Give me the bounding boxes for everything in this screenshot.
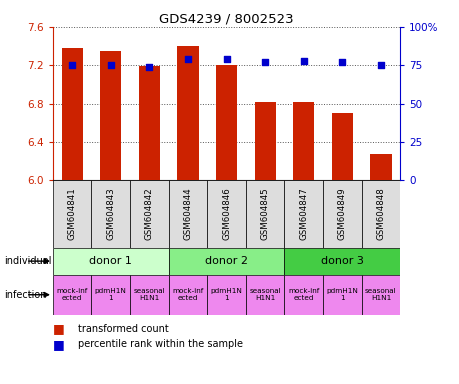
Text: infection: infection <box>5 290 47 300</box>
Text: donor 3: donor 3 <box>320 256 363 266</box>
Text: ■: ■ <box>53 322 65 335</box>
Text: mock-inf
ected: mock-inf ected <box>172 288 203 301</box>
Text: GSM604848: GSM604848 <box>375 188 385 240</box>
Bar <box>91 180 130 248</box>
Bar <box>53 248 168 275</box>
Text: GSM604841: GSM604841 <box>67 188 77 240</box>
Text: GSM604847: GSM604847 <box>298 188 308 240</box>
Bar <box>331 113 352 180</box>
Point <box>376 62 384 68</box>
Text: GSM604844: GSM604844 <box>183 188 192 240</box>
Text: mock-inf
ected: mock-inf ected <box>56 288 88 301</box>
Bar <box>91 275 130 315</box>
Bar <box>207 275 245 315</box>
Text: seasonal
H1N1: seasonal H1N1 <box>249 288 280 301</box>
Text: individual: individual <box>5 256 52 266</box>
Text: seasonal
H1N1: seasonal H1N1 <box>364 288 396 301</box>
Text: seasonal
H1N1: seasonal H1N1 <box>133 288 165 301</box>
Bar <box>322 180 361 248</box>
Bar <box>254 102 275 180</box>
Text: pdmH1N
1: pdmH1N 1 <box>210 288 242 301</box>
Point <box>338 59 345 65</box>
Bar <box>215 65 237 180</box>
Bar <box>53 180 91 248</box>
Point <box>222 56 230 62</box>
Text: GSM604842: GSM604842 <box>145 188 154 240</box>
Bar <box>245 180 284 248</box>
Bar <box>62 48 83 180</box>
Text: GSM604845: GSM604845 <box>260 188 269 240</box>
Point <box>261 59 268 65</box>
Bar <box>361 275 399 315</box>
Bar <box>168 248 284 275</box>
Bar <box>139 66 160 180</box>
Text: mock-inf
ected: mock-inf ected <box>287 288 319 301</box>
Bar <box>369 154 391 180</box>
Bar <box>100 51 121 180</box>
Bar <box>284 180 322 248</box>
Text: pdmH1N
1: pdmH1N 1 <box>95 288 126 301</box>
Bar <box>284 248 399 275</box>
Text: percentile rank within the sample: percentile rank within the sample <box>78 339 243 349</box>
Text: donor 2: donor 2 <box>205 256 247 266</box>
Bar <box>207 180 245 248</box>
Bar <box>168 180 207 248</box>
Point <box>184 56 191 62</box>
Bar <box>322 275 361 315</box>
Point <box>68 62 76 68</box>
Bar <box>245 275 284 315</box>
Text: GSM604843: GSM604843 <box>106 188 115 240</box>
Bar <box>284 275 322 315</box>
Title: GDS4239 / 8002523: GDS4239 / 8002523 <box>159 13 293 26</box>
Bar <box>130 275 168 315</box>
Point <box>146 64 153 70</box>
Text: pdmH1N
1: pdmH1N 1 <box>326 288 358 301</box>
Bar <box>53 275 91 315</box>
Bar <box>168 275 207 315</box>
Bar <box>177 46 198 180</box>
Text: transformed count: transformed count <box>78 324 168 334</box>
Text: GSM604849: GSM604849 <box>337 188 346 240</box>
Point <box>107 62 114 68</box>
Bar <box>361 180 399 248</box>
Point <box>299 58 307 64</box>
Bar <box>130 180 168 248</box>
Bar <box>292 102 313 180</box>
Text: donor 1: donor 1 <box>89 256 132 266</box>
Text: GSM604846: GSM604846 <box>222 188 230 240</box>
Text: ■: ■ <box>53 338 65 351</box>
